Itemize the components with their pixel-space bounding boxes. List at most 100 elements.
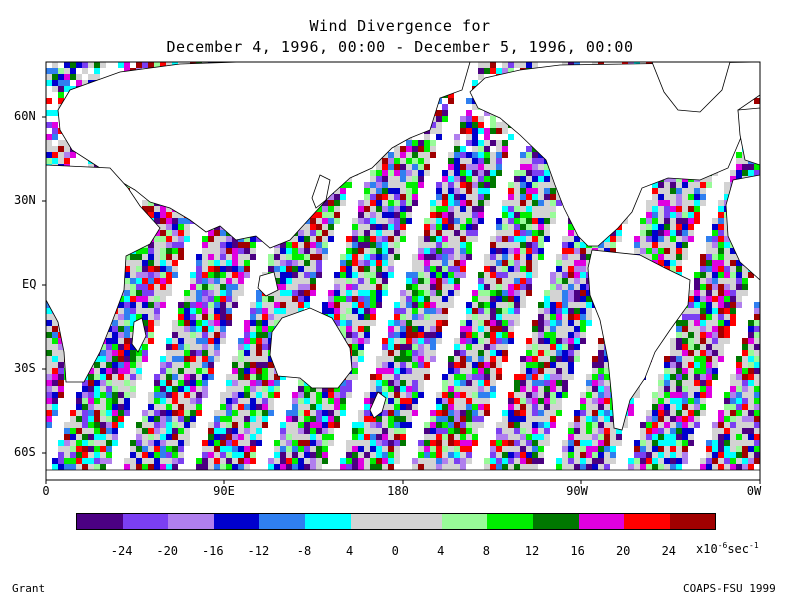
- divergence-cell: [142, 200, 148, 206]
- divergence-cell: [484, 314, 490, 320]
- divergence-cell: [538, 194, 544, 200]
- divergence-cell: [478, 356, 484, 362]
- divergence-cell: [472, 152, 478, 158]
- divergence-cell: [526, 344, 532, 350]
- divergence-cell: [376, 170, 382, 176]
- divergence-cell: [166, 380, 172, 386]
- divergence-cell: [118, 368, 124, 374]
- divergence-cell: [502, 68, 508, 74]
- divergence-cell: [52, 146, 58, 152]
- divergence-cell: [406, 284, 412, 290]
- divergence-cell: [526, 224, 532, 230]
- divergence-cell: [448, 188, 454, 194]
- divergence-cell: [490, 386, 496, 392]
- divergence-cell: [370, 290, 376, 296]
- divergence-cell: [574, 302, 580, 308]
- divergence-cell: [304, 290, 310, 296]
- divergence-cell: [526, 404, 532, 410]
- divergence-cell: [298, 290, 304, 296]
- divergence-cell: [694, 272, 700, 278]
- divergence-cell: [322, 206, 328, 212]
- divergence-cell: [394, 344, 400, 350]
- divergence-cell: [214, 350, 220, 356]
- divergence-cell: [706, 386, 712, 392]
- divergence-cell: [466, 350, 472, 356]
- divergence-cell: [472, 80, 478, 86]
- divergence-cell: [382, 344, 388, 350]
- divergence-cell: [436, 266, 442, 272]
- divergence-cell: [148, 200, 154, 206]
- divergence-cell: [358, 212, 364, 218]
- divergence-cell: [562, 308, 568, 314]
- divergence-cell: [148, 320, 154, 326]
- divergence-cell: [382, 392, 388, 398]
- divergence-cell: [436, 398, 442, 404]
- divergence-cell: [46, 134, 52, 140]
- divergence-cell: [454, 146, 460, 152]
- divergence-cell: [580, 254, 586, 260]
- divergence-cell: [514, 176, 520, 182]
- divergence-cell: [448, 224, 454, 230]
- divergence-cell: [328, 386, 334, 392]
- divergence-cell: [172, 404, 178, 410]
- divergence-cell: [310, 278, 316, 284]
- divergence-cell: [532, 230, 538, 236]
- divergence-cell: [160, 230, 166, 236]
- divergence-cell: [694, 326, 700, 332]
- divergence-cell: [538, 254, 544, 260]
- divergence-cell: [700, 260, 706, 266]
- divergence-cell: [280, 260, 286, 266]
- divergence-cell: [742, 272, 748, 278]
- divergence-cell: [154, 386, 160, 392]
- divergence-cell: [298, 236, 304, 242]
- divergence-cell: [154, 248, 160, 254]
- divergence-cell: [406, 170, 412, 176]
- divergence-cell: [538, 314, 544, 320]
- divergence-cell: [664, 254, 670, 260]
- divergence-cell: [718, 338, 724, 344]
- divergence-cell: [364, 290, 370, 296]
- divergence-cell: [532, 338, 538, 344]
- divergence-cell: [712, 326, 718, 332]
- divergence-cell: [196, 404, 202, 410]
- divergence-cell: [526, 362, 532, 368]
- divergence-cell: [394, 386, 400, 392]
- divergence-cell: [172, 242, 178, 248]
- divergence-cell: [178, 392, 184, 398]
- divergence-cell: [172, 212, 178, 218]
- divergence-cell: [526, 188, 532, 194]
- divergence-cell: [118, 386, 124, 392]
- divergence-cell: [490, 62, 496, 68]
- divergence-cell: [658, 386, 664, 392]
- divergence-cell: [400, 338, 406, 344]
- divergence-cell: [718, 290, 724, 296]
- divergence-cell: [604, 356, 610, 362]
- divergence-cell: [706, 242, 712, 248]
- divergence-cell: [472, 236, 478, 242]
- divergence-cell: [550, 392, 556, 398]
- divergence-cell: [544, 302, 550, 308]
- divergence-cell: [556, 332, 562, 338]
- divergence-cell: [706, 278, 712, 284]
- divergence-cell: [358, 260, 364, 266]
- divergence-cell: [700, 332, 706, 338]
- divergence-cell: [424, 248, 430, 254]
- divergence-cell: [442, 182, 448, 188]
- divergence-cell: [424, 290, 430, 296]
- divergence-cell: [466, 140, 472, 146]
- divergence-cell: [268, 386, 274, 392]
- divergence-cell: [52, 404, 58, 410]
- divergence-cell: [598, 242, 604, 248]
- divergence-cell: [58, 386, 64, 392]
- divergence-cell: [406, 296, 412, 302]
- divergence-cell: [208, 278, 214, 284]
- divergence-cell: [700, 338, 706, 344]
- divergence-cell: [94, 392, 100, 398]
- divergence-cell: [382, 368, 388, 374]
- divergence-cell: [388, 176, 394, 182]
- divergence-cell: [478, 212, 484, 218]
- divergence-cell: [250, 380, 256, 386]
- divergence-cell: [436, 254, 442, 260]
- divergence-cell: [676, 260, 682, 266]
- divergence-cell: [526, 176, 532, 182]
